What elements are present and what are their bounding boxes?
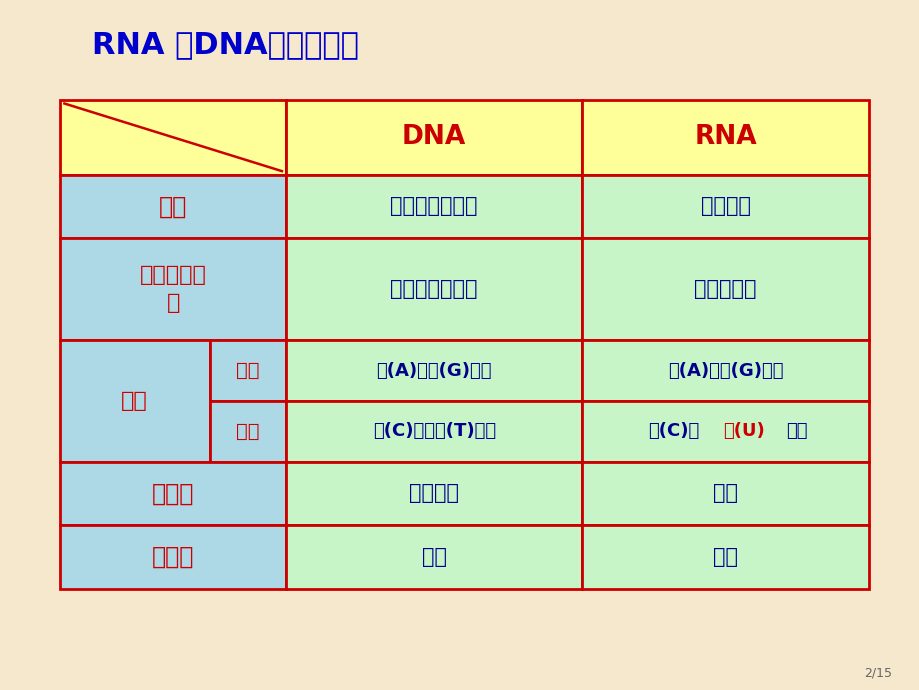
Text: 结构: 结构 xyxy=(159,195,187,218)
Text: 腺(A)、鸟(G)嘌呤: 腺(A)、鸟(G)嘌呤 xyxy=(376,362,492,380)
Bar xyxy=(286,525,582,589)
Bar xyxy=(582,175,868,238)
Bar xyxy=(60,238,286,340)
Text: 嘧啶: 嘧啶 xyxy=(785,422,807,440)
Text: 五碳糖: 五碳糖 xyxy=(152,482,194,505)
Text: 核糖: 核糖 xyxy=(712,484,737,503)
Text: 规则双螺旋结构: 规则双螺旋结构 xyxy=(390,197,478,216)
Text: 2/15: 2/15 xyxy=(864,667,891,680)
Text: 无机酸: 无机酸 xyxy=(152,545,194,569)
Text: 磷酸: 磷酸 xyxy=(712,547,737,566)
Text: 碱基: 碱基 xyxy=(121,391,148,411)
Bar xyxy=(286,340,582,401)
Bar xyxy=(582,100,868,175)
Text: 磷酸: 磷酸 xyxy=(421,547,447,566)
Bar xyxy=(210,401,286,462)
Bar xyxy=(286,100,582,175)
Bar xyxy=(60,175,286,238)
Bar xyxy=(60,462,286,525)
Text: 单链结构: 单链结构 xyxy=(700,197,750,216)
Bar xyxy=(286,238,582,340)
Text: 脱氧核糖: 脱氧核糖 xyxy=(409,484,459,503)
Text: 腺(A)、鸟(G)嘌呤: 腺(A)、鸟(G)嘌呤 xyxy=(667,362,783,380)
Text: 脱氧核糖核苷酸: 脱氧核糖核苷酸 xyxy=(390,279,478,299)
Bar xyxy=(582,238,868,340)
Text: 胞(C)、胸腺(T)嘧啶: 胞(C)、胸腺(T)嘧啶 xyxy=(372,422,495,440)
Bar xyxy=(210,340,286,401)
Text: RNA 与DNA结构比较：: RNA 与DNA结构比较： xyxy=(92,30,358,59)
Text: 组成基本单
位: 组成基本单 位 xyxy=(140,265,207,313)
Bar xyxy=(582,340,868,401)
Text: 嘌呤: 嘌呤 xyxy=(236,361,259,380)
Bar xyxy=(60,525,286,589)
Bar xyxy=(286,462,582,525)
Bar xyxy=(582,462,868,525)
Bar xyxy=(60,340,210,462)
Text: 胞(C)、: 胞(C)、 xyxy=(647,422,698,440)
Text: 嘧啶: 嘧啶 xyxy=(236,422,259,441)
Text: 尿(U): 尿(U) xyxy=(722,422,765,440)
Bar xyxy=(60,100,286,175)
Bar xyxy=(286,401,582,462)
Bar xyxy=(582,525,868,589)
Text: RNA: RNA xyxy=(694,124,756,150)
Bar xyxy=(582,401,868,462)
Text: 核糖核苷酸: 核糖核苷酸 xyxy=(694,279,756,299)
Text: DNA: DNA xyxy=(402,124,466,150)
Bar xyxy=(286,175,582,238)
